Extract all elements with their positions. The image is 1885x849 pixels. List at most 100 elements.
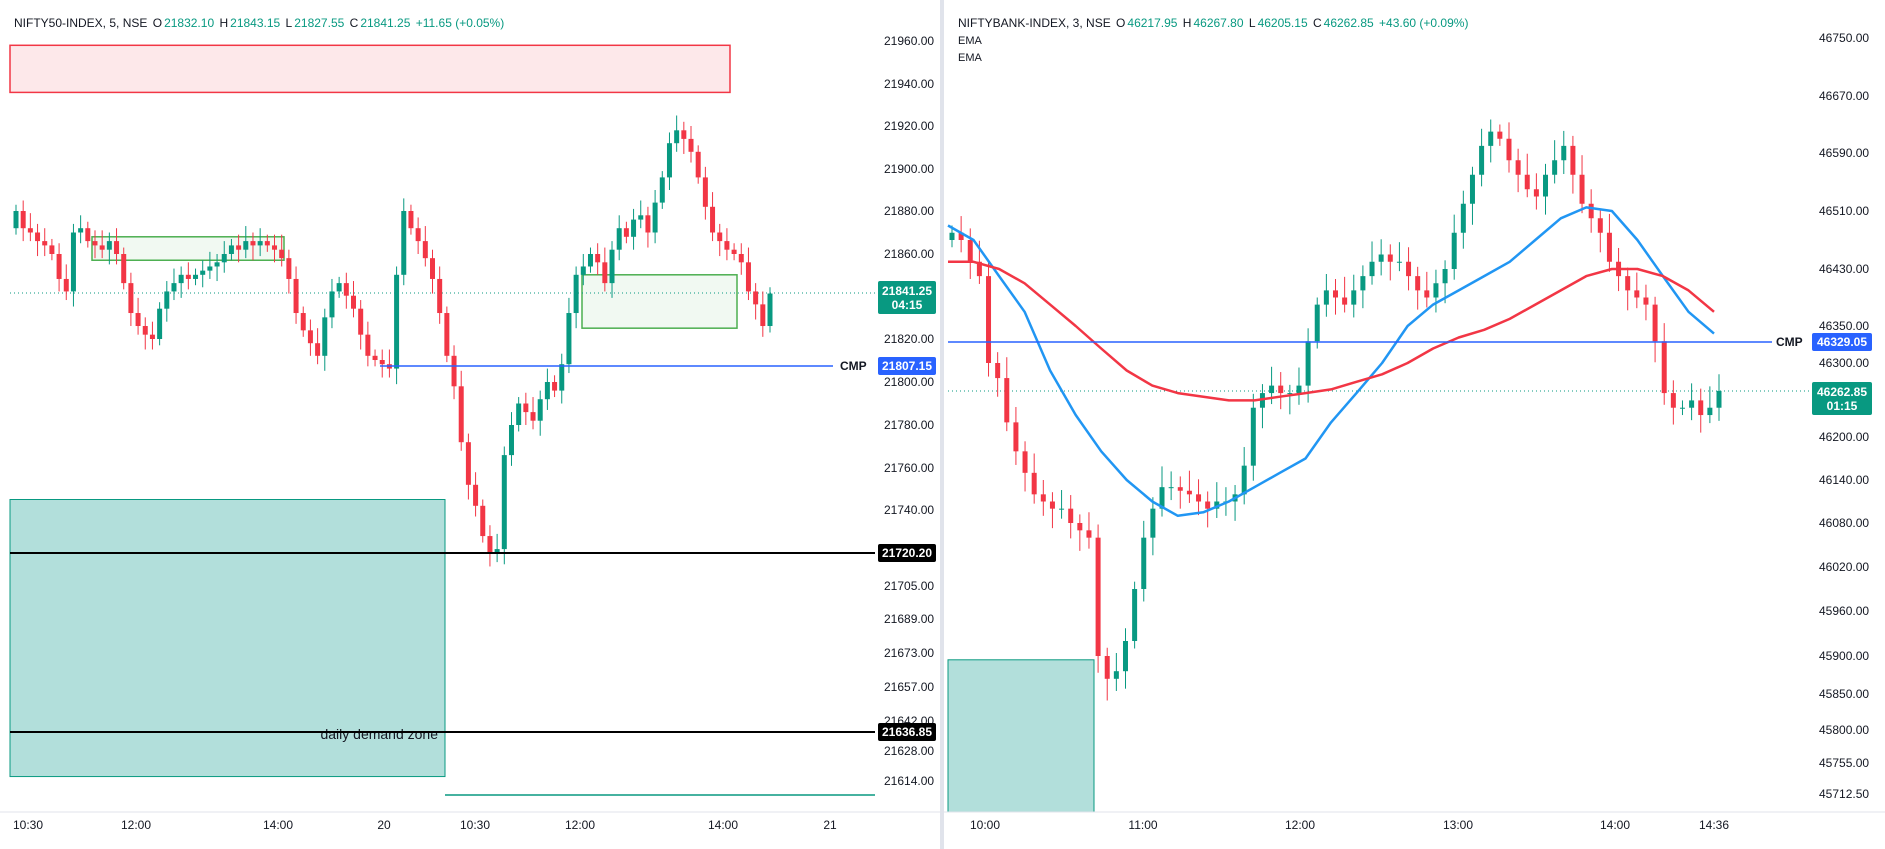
candle-body [1606, 232, 1612, 262]
candle-body [552, 382, 558, 391]
candle-body [149, 334, 155, 339]
candle-body [623, 228, 629, 237]
candle-body [458, 386, 464, 443]
candle-body [171, 283, 177, 292]
candle-body [995, 363, 1001, 379]
candle-body [738, 254, 744, 263]
candle-body [56, 254, 62, 279]
last-price-tag-bg [878, 281, 936, 314]
candle-body [949, 232, 955, 240]
price-tick-label: 21860.00 [884, 247, 934, 261]
candle-body [422, 241, 428, 259]
candle-body [1214, 501, 1220, 509]
candle-body [674, 130, 680, 144]
candle-body [753, 291, 759, 305]
price-tick-label: 21820.00 [884, 332, 934, 346]
countdown-tag: 04:15 [892, 298, 923, 312]
time-tick-label: 14:00 [708, 818, 738, 832]
candle-body [351, 295, 357, 309]
fvg-box-2[interactable] [581, 274, 738, 329]
candle-body [958, 232, 964, 240]
candle-body [1040, 494, 1046, 502]
candle-body [1679, 407, 1685, 409]
price-tick-label: 21705.00 [884, 579, 934, 593]
time-tick-label: 12:00 [121, 818, 151, 832]
candle-body [501, 455, 507, 550]
nifty50-chart-panel[interactable]: daily demand zone CMP 21960.00 21940.00 2192… [0, 0, 940, 849]
candle-body [580, 266, 586, 275]
candle-body [379, 360, 385, 365]
time-tick-label: 10:30 [13, 818, 43, 832]
ema-legend-slow[interactable]: EMA [958, 52, 982, 64]
candle-body [106, 241, 112, 250]
candle-body [1378, 254, 1384, 262]
daily-demand-zone[interactable] [9, 499, 446, 778]
open-value: 21832.10 [164, 16, 215, 30]
niftybank-chart-canvas[interactable]: CMP 46750.00 46670.00 46590.00 46510.00 46430… [944, 0, 1885, 849]
candle-body [702, 177, 708, 207]
candle-body [530, 412, 536, 421]
price-tick-label: 21920.00 [884, 119, 934, 133]
price-tick-label: 46750.00 [1819, 31, 1869, 45]
high-value: 46267.80 [1193, 16, 1244, 30]
candle-body [1625, 276, 1631, 291]
candle-body [1323, 290, 1329, 305]
ema-legend-fast[interactable]: EMA [958, 35, 982, 47]
candle-body [967, 240, 973, 262]
price-tick-label: 46350.00 [1819, 319, 1869, 333]
ema-fast-line[interactable] [947, 206, 1715, 518]
low-value: 46205.15 [1257, 16, 1308, 30]
demand-zone[interactable] [947, 659, 1095, 813]
change-value: +43.60 (+0.09%) [1379, 16, 1469, 30]
price-tick-label: 21740.00 [884, 503, 934, 517]
level-2-tag-bg [878, 723, 936, 741]
candle-body [42, 241, 48, 246]
price-tick-label: 46200.00 [1819, 430, 1869, 444]
high-label: H [219, 16, 229, 30]
candle-body [1278, 385, 1284, 394]
candle-body [767, 293, 773, 327]
candle-body [516, 403, 522, 425]
candle-body [1241, 465, 1247, 495]
candle-body [544, 382, 550, 400]
panel-divider[interactable] [940, 0, 944, 849]
ema-slow-line[interactable] [948, 260, 1715, 402]
candle-body [228, 245, 234, 254]
candle-body [1314, 304, 1320, 342]
candle-body [243, 241, 249, 250]
cmp-label: CMP [1776, 335, 1803, 349]
candle-body [92, 241, 98, 246]
candle-body [394, 274, 400, 369]
candle-body [573, 274, 579, 314]
nifty50-chart-canvas[interactable]: daily demand zone CMP 21960.00 21940.00 2192… [0, 0, 940, 849]
candle-body [602, 262, 608, 284]
fvg-box-1[interactable] [91, 236, 285, 261]
candle-body [1049, 501, 1055, 509]
candle-body [566, 313, 572, 365]
candle-body [1597, 218, 1603, 233]
price-tick-label: 21780.00 [884, 418, 934, 432]
supply-zone[interactable] [9, 44, 731, 94]
niftybank-chart-panel[interactable]: CMP 46750.00 46670.00 46590.00 46510.00 46430… [944, 0, 1885, 849]
close-label: C [349, 16, 359, 30]
candle-body [508, 425, 514, 456]
candle-body [731, 249, 737, 254]
price-tick-label: 45800.00 [1819, 723, 1869, 737]
candle-body [128, 283, 134, 314]
candle-body [300, 313, 306, 331]
candle-body [1333, 290, 1338, 298]
price-tick-label: 46430.00 [1819, 262, 1869, 276]
price-tick-label: 45755.00 [1819, 756, 1869, 770]
candle-body [27, 228, 33, 233]
candle-body [1570, 145, 1576, 175]
candle-body [487, 536, 493, 554]
candle-body [315, 343, 321, 356]
level-1-tag: 21720.20 [882, 546, 932, 560]
candle-body [142, 326, 148, 335]
candle-body [976, 261, 982, 277]
price-tick-label: 46020.00 [1819, 560, 1869, 574]
candle-body [652, 202, 658, 233]
candle-body [157, 308, 163, 339]
level-1-tag-bg [878, 544, 936, 562]
candle-body [1022, 451, 1028, 473]
